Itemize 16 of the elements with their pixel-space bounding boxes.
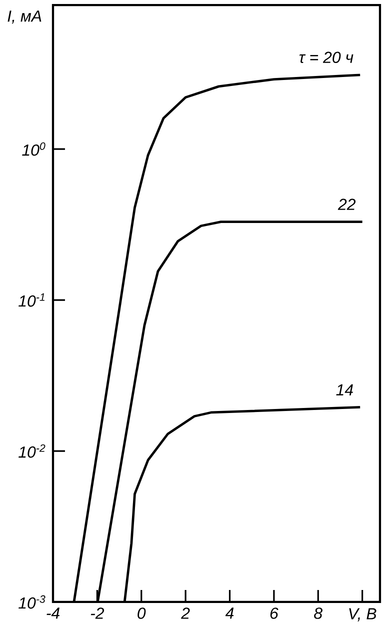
y-tick-label: 10$^{-1}$ (18, 293, 45, 307)
series-label: 14 (336, 384, 353, 396)
x-tick-label: -2 (90, 608, 104, 619)
x-tick-label: 2 (181, 608, 190, 619)
y-tick-label: 10$^{-3}$ (18, 595, 46, 609)
y-tick-label: 10$^{-2}$ (18, 444, 46, 458)
x-tick-label: 8 (314, 608, 322, 619)
x-tick-label: 4 (225, 608, 234, 619)
series-label: 22 (338, 198, 356, 210)
x-tick-label: -4 (46, 608, 60, 619)
x-tick-label: 6 (270, 608, 278, 619)
series-label: τ = 20 ч (299, 52, 354, 64)
x-tick-label: 0 (138, 608, 146, 619)
y-axis-title: I, мА (8, 10, 42, 24)
y-tick-label: 10$^{0}$ (22, 142, 46, 156)
x-axis-title: V, В (349, 608, 376, 622)
